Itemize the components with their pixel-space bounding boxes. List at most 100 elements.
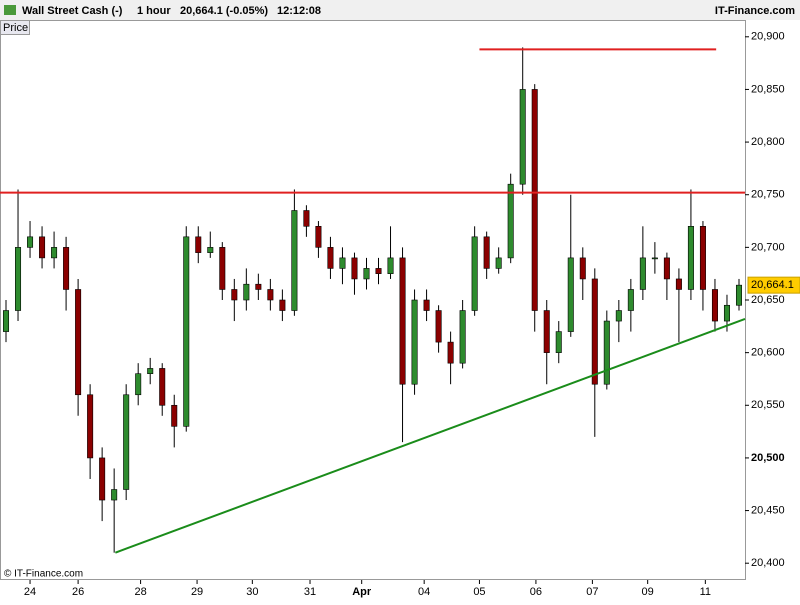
candle-body [27, 236, 34, 248]
candle-body [567, 257, 574, 332]
candle-body [147, 368, 154, 374]
candle-body [183, 236, 190, 427]
y-tick-label: 20,650 [751, 294, 785, 306]
candle-body [339, 257, 346, 269]
panel-tab [0, 20, 30, 35]
candle-body [123, 394, 130, 490]
candle-body [255, 283, 262, 290]
candle-body [687, 226, 694, 290]
y-tick-label: 20,550 [751, 399, 785, 411]
header-bar [0, 0, 800, 20]
x-tick-label: 30 [246, 586, 258, 598]
candle-body [519, 89, 526, 185]
candle-body [39, 236, 46, 259]
panel-label: Price [3, 22, 28, 34]
x-tick-label: 11 [700, 586, 711, 598]
candle-body [15, 247, 22, 311]
candle-body [111, 489, 118, 501]
candle-body [411, 299, 418, 385]
candle-body [63, 247, 70, 290]
candle-body [3, 310, 10, 332]
candle-body [435, 310, 442, 343]
y-tick-label: 20,400 [751, 557, 785, 569]
candle-body [159, 368, 166, 406]
y-tick-label: 20,900 [751, 31, 785, 43]
candle-body [87, 394, 94, 459]
candle-body [579, 257, 586, 280]
y-tick-label: 20,450 [751, 504, 785, 516]
candle-body [195, 236, 202, 253]
x-tick-label: 09 [642, 586, 654, 598]
candle-body [459, 310, 466, 364]
y-tick-label: 20,600 [751, 347, 785, 359]
y-tick-label: 20,700 [751, 241, 785, 253]
candle-body [699, 226, 706, 290]
candle-body [267, 289, 274, 301]
quote: 20,664.1 (-0.05%) [180, 5, 268, 17]
x-tick-label: 29 [191, 586, 203, 598]
x-tick-label: Apr [352, 586, 372, 598]
candle-body [627, 289, 634, 311]
instrument: Wall Street Cash (-) [22, 5, 123, 17]
candle-body [363, 268, 370, 280]
candle-body [675, 278, 682, 290]
candle-body [351, 257, 358, 280]
interval: 1 hour [137, 5, 171, 17]
candle-body [543, 310, 550, 353]
x-tick-label: 24 [24, 586, 36, 598]
candle-body [399, 257, 406, 385]
candle-body [303, 210, 310, 227]
y-tick-label: 20,800 [751, 136, 785, 148]
candle-body [447, 341, 454, 364]
last-price-box [747, 276, 800, 294]
y-tick-label: 20,850 [751, 83, 785, 95]
candle-body [315, 226, 322, 248]
candle-body [279, 299, 286, 311]
candle-body [651, 257, 658, 260]
x-tick-label: 05 [473, 586, 485, 598]
x-tick-label: 04 [418, 586, 430, 598]
time: 12:12:08 [277, 5, 321, 17]
candle-body [591, 278, 598, 385]
x-tick-label: 28 [134, 586, 146, 598]
candle-body [135, 373, 142, 396]
copyright: © IT-Finance.com [4, 569, 83, 580]
candle-body [327, 247, 334, 269]
candle-body [423, 299, 430, 311]
trend-line [115, 318, 746, 554]
app-icon [4, 5, 16, 15]
candle-body [723, 304, 730, 322]
candle-body [555, 331, 562, 353]
candle-body [711, 289, 718, 322]
candle-body [375, 268, 382, 274]
candle-body [639, 257, 646, 290]
candle-body [207, 247, 214, 253]
x-tick-label: 26 [72, 586, 84, 598]
candle-body [51, 247, 58, 259]
candle-body [99, 457, 106, 501]
candle-body [495, 257, 502, 269]
last-price-label: 20,664.1 [751, 279, 794, 291]
candle-body [471, 236, 478, 311]
y-tick-label: 20,500 [751, 452, 785, 464]
candle-body [243, 283, 250, 301]
x-tick-label: 06 [530, 586, 542, 598]
candle-body [615, 310, 622, 322]
brand: IT-Finance.com [715, 5, 795, 17]
x-tick-label: 07 [586, 586, 598, 598]
candle-body [291, 210, 298, 311]
x-tick-label: 31 [304, 586, 316, 598]
candle-body [231, 289, 238, 301]
candle-body [75, 289, 82, 396]
candle-body [663, 257, 670, 280]
candle-body [507, 183, 514, 259]
candle-body [171, 404, 178, 427]
y-tick-label: 20,750 [751, 189, 785, 201]
candle-body [531, 89, 538, 311]
candle-body [387, 257, 394, 274]
candle-body [483, 236, 490, 269]
candle-body [735, 284, 742, 306]
candle-body [603, 320, 610, 385]
candle-body [219, 247, 226, 290]
